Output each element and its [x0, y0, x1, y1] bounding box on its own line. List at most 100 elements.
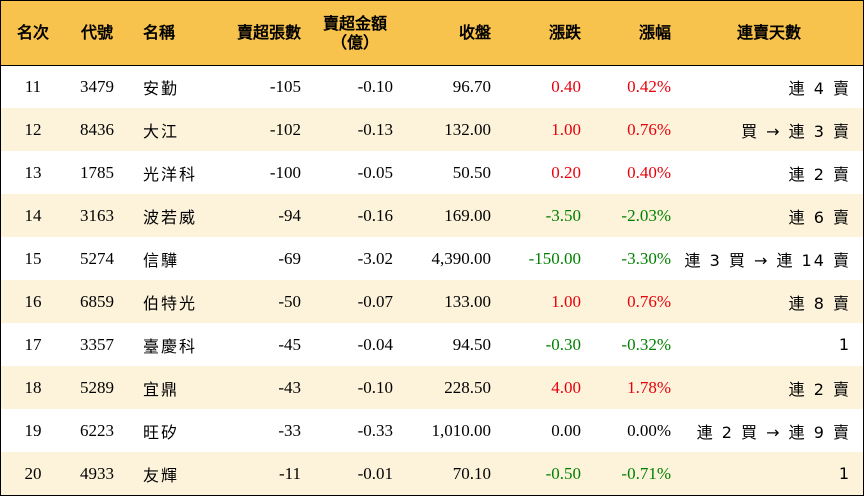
code-cell: 4933: [80, 463, 114, 483]
pct-cell: -3.30%: [621, 248, 671, 268]
table-row[interactable]: 15 5274 信驊 -69 -3.02 4,390.00 -150.00 -3…: [1, 237, 863, 280]
pct-cell: -0.71%: [621, 463, 671, 483]
pct-cell: 0.76%: [627, 291, 671, 311]
close-cell: 70.10: [452, 463, 491, 483]
streak-cell: 連 3 買 → 連 14 賣: [684, 250, 851, 270]
streak-cell: 連 4 賣: [788, 78, 851, 98]
name-cell: 宜鼎: [143, 379, 180, 399]
sell-lots-cell: -94: [278, 205, 301, 225]
header-sell-lots[interactable]: 賣超張數: [215, 1, 305, 66]
streak-cell: 連 2 買 → 連 9 賣: [696, 422, 851, 442]
close-cell: 94.50: [452, 334, 491, 354]
name-cell: 信驊: [143, 250, 180, 270]
name-cell: 旺矽: [143, 422, 180, 442]
rank-cell: 15: [24, 248, 42, 268]
pct-cell: 0.42%: [627, 76, 671, 96]
code-cell: 6223: [80, 420, 114, 440]
table-row[interactable]: 20 4933 友輝 -11 -0.01 70.10 -0.50 -0.71% …: [1, 452, 863, 495]
streak-cell: 買 → 連 3 賣: [741, 121, 851, 141]
header-code[interactable]: 代號: [65, 1, 129, 66]
sell-amount-cell: -0.16: [357, 205, 393, 225]
change-cell: -3.50: [545, 205, 581, 225]
streak-cell: 1: [838, 464, 851, 483]
table-row[interactable]: 14 3163 波若威 -94 -0.16 169.00 -3.50 -2.03…: [1, 194, 863, 237]
rank-cell: 18: [24, 377, 42, 397]
name-cell: 大江: [143, 121, 180, 141]
table-row[interactable]: 17 3357 臺慶科 -45 -0.04 94.50 -0.30 -0.32%…: [1, 323, 863, 366]
code-cell: 8436: [80, 119, 114, 139]
header-sell-amount[interactable]: 賣超金額 （億）: [305, 1, 405, 66]
close-cell: 50.50: [452, 162, 491, 182]
change-cell: 0.40: [551, 76, 581, 96]
code-cell: 3357: [80, 334, 114, 354]
header-name[interactable]: 名稱: [129, 1, 215, 66]
name-cell: 波若威: [143, 207, 198, 227]
rank-cell: 16: [24, 291, 42, 311]
table-row[interactable]: 13 1785 光洋科 -100 -0.05 50.50 0.20 0.40% …: [1, 151, 863, 194]
name-cell: 臺慶科: [143, 336, 198, 356]
sell-amount-cell: -0.10: [357, 377, 393, 397]
pct-cell: 0.40%: [627, 162, 671, 182]
change-cell: -0.50: [545, 463, 581, 483]
sell-amount-cell: -0.05: [357, 162, 393, 182]
sell-lots-cell: -100: [269, 162, 301, 182]
name-cell: 光洋科: [143, 164, 198, 184]
table-row[interactable]: 12 8436 大江 -102 -0.13 132.00 1.00 0.76% …: [1, 108, 863, 151]
sell-amount-cell: -0.04: [357, 334, 393, 354]
header-rank[interactable]: 名次: [1, 1, 65, 66]
header-streak[interactable]: 連賣天數: [675, 1, 863, 66]
streak-cell: 連 2 賣: [788, 379, 851, 399]
rank-cell: 20: [24, 463, 42, 483]
table-row[interactable]: 16 6859 伯特光 -50 -0.07 133.00 1.00 0.76% …: [1, 280, 863, 323]
close-cell: 228.50: [444, 377, 491, 397]
sell-lots-cell: -102: [269, 119, 301, 139]
close-cell: 132.00: [444, 119, 491, 139]
table-row[interactable]: 11 3479 安勤 -105 -0.10 96.70 0.40 0.42% 連…: [1, 65, 863, 108]
pct-cell: -0.32%: [621, 334, 671, 354]
code-cell: 6859: [80, 291, 114, 311]
sell-lots-cell: -11: [278, 463, 301, 483]
header-close[interactable]: 收盤: [405, 1, 495, 66]
sell-lots-cell: -45: [278, 334, 301, 354]
name-cell: 友輝: [143, 465, 180, 485]
sell-amount-cell: -0.10: [357, 76, 393, 96]
sell-lots-cell: -43: [278, 377, 301, 397]
sell-lots-cell: -50: [278, 291, 301, 311]
change-cell: -150.00: [528, 248, 581, 268]
table-row[interactable]: 19 6223 旺矽 -33 -0.33 1,010.00 0.00 0.00%…: [1, 409, 863, 452]
rank-cell: 12: [24, 119, 42, 139]
sell-amount-cell: -0.01: [357, 463, 393, 483]
close-cell: 133.00: [444, 291, 491, 311]
pct-cell: -2.03%: [621, 205, 671, 225]
streak-cell: 連 2 賣: [788, 164, 851, 184]
header-sell-amount-line2: （億）: [330, 32, 379, 52]
header-sell-amount-line1: 賣超金額: [322, 13, 387, 33]
change-cell: 1.00: [551, 291, 581, 311]
header-change[interactable]: 漲跌: [495, 1, 585, 66]
change-cell: -0.30: [545, 334, 581, 354]
pct-cell: 1.78%: [627, 377, 671, 397]
close-cell: 96.70: [452, 76, 491, 96]
code-cell: 5289: [80, 377, 114, 397]
code-cell: 1785: [80, 162, 114, 182]
header-row: 名次 代號 名稱 賣超張數 賣超金額 （億） 收盤 漲跌 漲幅 連賣天數: [1, 1, 863, 66]
sell-lots-cell: -105: [269, 76, 301, 96]
header-pct[interactable]: 漲幅: [585, 1, 675, 66]
rank-cell: 14: [24, 205, 42, 225]
code-cell: 5274: [80, 248, 114, 268]
code-cell: 3479: [80, 76, 114, 96]
streak-cell: 連 6 賣: [788, 207, 851, 227]
close-cell: 4,390.00: [431, 248, 492, 268]
change-cell: 1.00: [551, 119, 581, 139]
pct-cell: 0.76%: [627, 119, 671, 139]
rank-cell: 17: [24, 334, 42, 354]
table-row[interactable]: 18 5289 宜鼎 -43 -0.10 228.50 4.00 1.78% 連…: [1, 366, 863, 409]
sell-amount-cell: -0.33: [357, 420, 393, 440]
name-cell: 伯特光: [143, 293, 198, 313]
sell-lots-cell: -69: [278, 248, 301, 268]
pct-cell: 0.00%: [627, 420, 671, 440]
rank-cell: 11: [24, 76, 42, 96]
code-cell: 3163: [80, 205, 114, 225]
table-body: 11 3479 安勤 -105 -0.10 96.70 0.40 0.42% 連…: [1, 65, 863, 495]
